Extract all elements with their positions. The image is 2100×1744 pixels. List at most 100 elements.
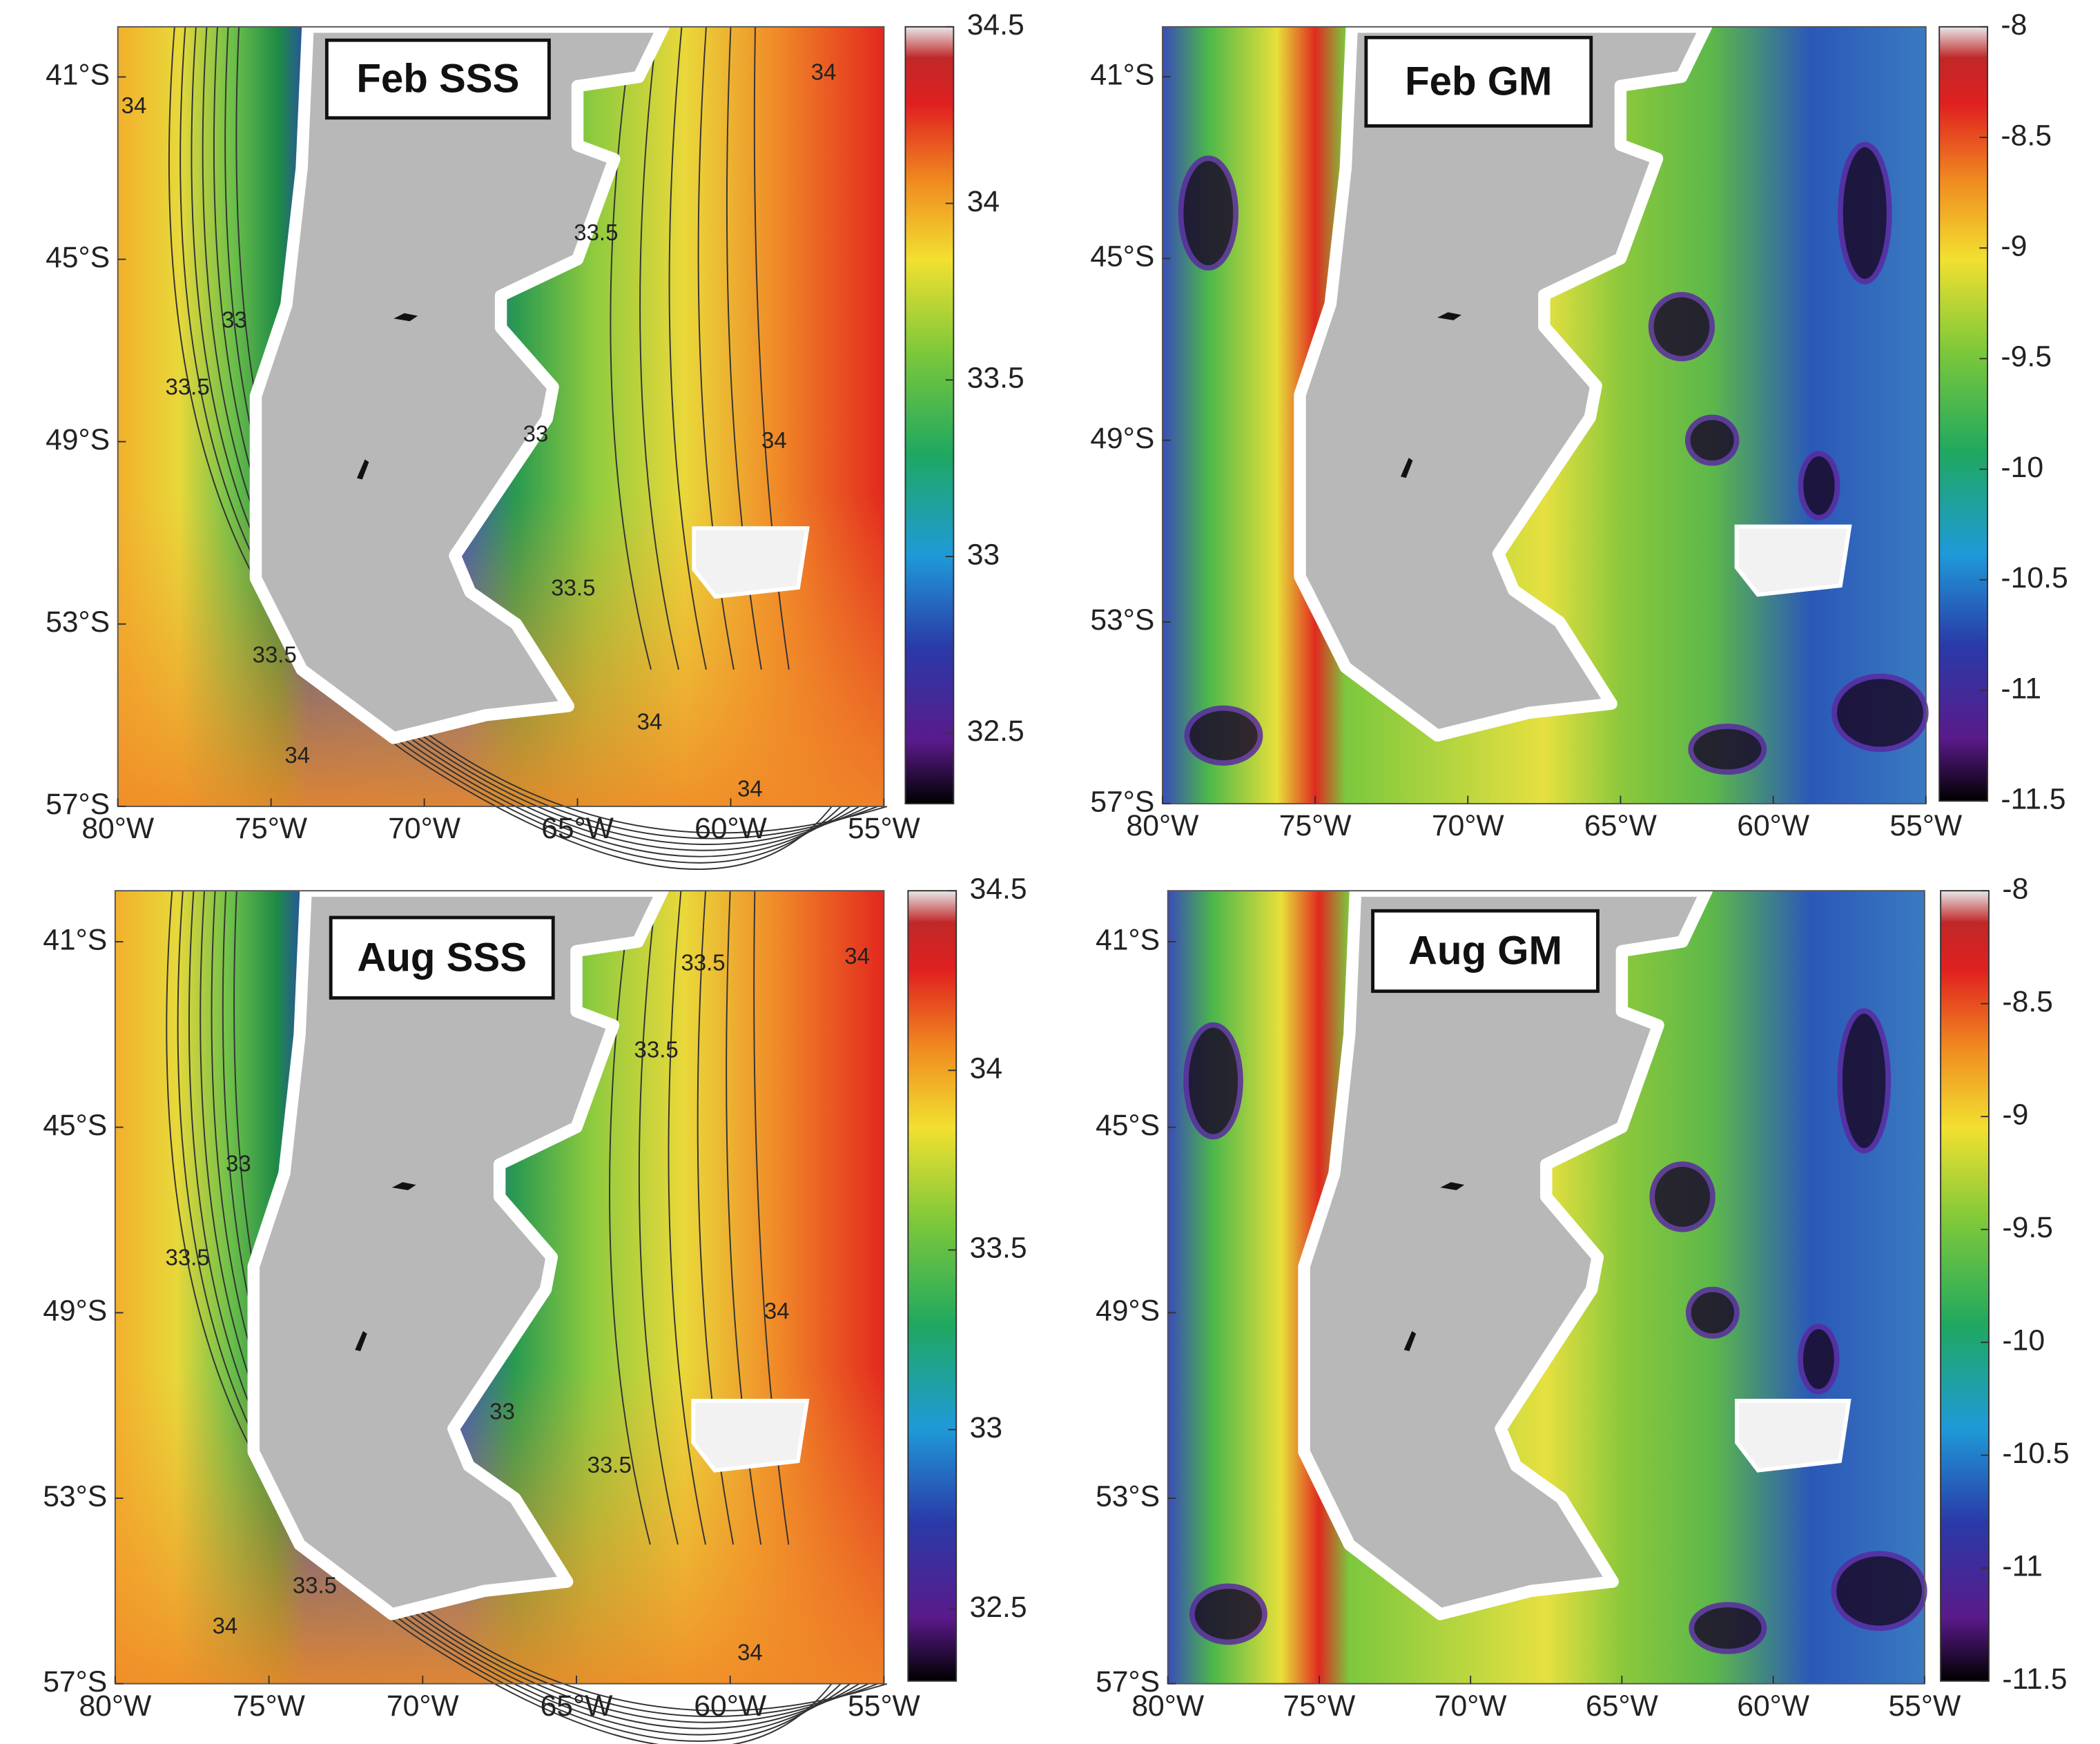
colorbar: [1940, 890, 1990, 1682]
map-panel: Aug GM 80°W 75°W 70°W 65°W 60°W 55°W 41°S 45°S 49…: [1096, 872, 2070, 1722]
falklands: [691, 1399, 810, 1473]
low-gm-patch: [1189, 1583, 1267, 1645]
land: [1298, 884, 1713, 1620]
contour-label: 34: [764, 1298, 790, 1324]
low-gm-patch: [1831, 1551, 1927, 1631]
falklands: [1735, 1399, 1851, 1473]
y-tick-label: 57°S: [1096, 1665, 1160, 1698]
contour-label: 33.5: [551, 574, 595, 600]
y-tick-label: 53°S: [1096, 1480, 1160, 1513]
contour-line: [638, 891, 679, 1545]
colorbar-tick-label: 33: [970, 1411, 1002, 1444]
low-gm-patch: [1685, 1286, 1740, 1339]
low-gm-patch: [1648, 291, 1715, 362]
contour-label: 33.5: [293, 1573, 337, 1598]
low-gm-patch: [1798, 1324, 1840, 1395]
colorbar-tick-label: 32.5: [970, 1591, 1027, 1624]
title-box: [324, 38, 551, 120]
x-tick-label: 60°W: [1737, 809, 1810, 842]
contour-label: 34: [761, 427, 787, 453]
contour-label: 33: [489, 1398, 515, 1424]
colorbar-tick-label: -9: [2002, 1098, 2028, 1131]
colorbar-tick-label: 33.5: [967, 362, 1024, 395]
y-tick-label: 49°S: [46, 423, 110, 456]
contour-label: 33.5: [166, 374, 210, 399]
colorbar-tick-label: 34: [970, 1052, 1002, 1085]
land: [249, 21, 670, 744]
y-tick-label: 41°S: [1090, 58, 1154, 91]
x-tick-label: 80°W: [81, 812, 155, 845]
map-panel: Feb GM 80°W 75°W 70°W 65°W 60°W 55°W 41°S 45°S 49…: [1090, 8, 2068, 842]
colorbar: [1938, 26, 1989, 802]
y-tick-label: 45°S: [46, 241, 110, 274]
y-tick-label: 53°S: [43, 1480, 107, 1513]
x-tick-label: 70°W: [387, 1689, 460, 1723]
contour-label: 34: [811, 59, 837, 84]
panel-title: Feb SSS: [356, 57, 519, 101]
colorbar-tick-label: -11.5: [2001, 782, 2065, 815]
colorbar-tick-label: -11: [2002, 1550, 2043, 1583]
low-gm-patch: [1838, 142, 1892, 284]
x-tick-label: 80°W: [1131, 1689, 1205, 1723]
y-tick-label: 57°S: [43, 1665, 107, 1698]
panel-title: Aug GM: [1408, 929, 1562, 973]
x-tick-label: 55°W: [848, 812, 921, 845]
low-gm-patch: [1684, 414, 1740, 466]
colorbar-tick-label: -11: [2001, 672, 2041, 705]
y-tick-label: 41°S: [43, 923, 107, 956]
contour-label: 33: [222, 307, 247, 332]
map-frame: [1161, 26, 1927, 805]
x-tick-label: 70°W: [1435, 1689, 1508, 1723]
y-tick-label: 49°S: [1096, 1295, 1160, 1328]
x-tick-label: 60°W: [1737, 1689, 1810, 1723]
colorbar: [904, 26, 955, 805]
y-tick-label: 41°S: [1096, 923, 1160, 956]
x-tick-label: 70°W: [1432, 809, 1505, 842]
contour-label: 34: [637, 708, 663, 734]
map-frame: [1167, 890, 1925, 1685]
x-tick-label: 65°W: [541, 1689, 614, 1723]
map-panel: Aug SSS 33.5 34 33.5 33 33.5 34 33 33.5 33.5 34 34 8…: [43, 872, 1027, 1744]
contour-label: 34: [737, 775, 763, 801]
colorbar-tick-label: 33: [967, 538, 1000, 571]
map-panel: Feb SSS 34 34 33.5 33 33.5 33 34 33.5 33.5 34 34 34 8…: [46, 8, 1024, 870]
contour-line: [668, 891, 707, 1545]
x-tick-label: 55°W: [848, 1689, 921, 1723]
colorbar-tick-label: -10: [2002, 1324, 2045, 1357]
colorbar-tick-label: 32.5: [967, 715, 1024, 748]
y-tick-label: 49°S: [1090, 422, 1154, 455]
low-gm-patch: [1178, 155, 1239, 271]
low-gm-patch: [1649, 1161, 1715, 1232]
colorbar-tick-label: 34.5: [970, 872, 1027, 905]
y-tick-label: 41°S: [46, 59, 110, 92]
contour-line: [668, 26, 707, 670]
contour-line: [610, 26, 652, 670]
x-tick-label: 60°W: [694, 1689, 767, 1723]
contour-label: 33.5: [166, 1244, 210, 1270]
x-tick-label: 65°W: [1584, 809, 1657, 842]
colorbar-tick-label: -9: [2001, 229, 2027, 262]
land: [247, 884, 669, 1620]
colorbar-tick-label: 34: [967, 185, 1000, 218]
colorbar-tick-label: 33.5: [970, 1232, 1027, 1265]
contour-line: [609, 891, 651, 1545]
x-tick-label: 65°W: [1586, 1689, 1659, 1723]
contour-label: 33.5: [253, 641, 297, 667]
y-tick-label: 57°S: [46, 788, 110, 821]
contour-label: 33.5: [574, 220, 618, 245]
colorbar-tick-label: -8: [2001, 8, 2027, 41]
low-gm-patch: [1831, 673, 1929, 753]
x-tick-label: 55°W: [1888, 1689, 1961, 1723]
contour-label: 33.5: [587, 1452, 632, 1477]
colorbar-tick-label: -10: [2001, 451, 2043, 484]
y-tick-label: 57°S: [1090, 785, 1154, 818]
contour-label: 34: [213, 1613, 238, 1638]
colorbar-tick-label: -10.5: [2002, 1437, 2069, 1470]
contour-label: 33.5: [681, 950, 725, 976]
contour-label: 34: [121, 93, 147, 118]
low-gm-patch: [1183, 1022, 1243, 1140]
contour-label: 33.5: [634, 1037, 679, 1063]
x-tick-label: 60°W: [694, 812, 768, 845]
panel-title: Aug SSS: [357, 935, 527, 980]
